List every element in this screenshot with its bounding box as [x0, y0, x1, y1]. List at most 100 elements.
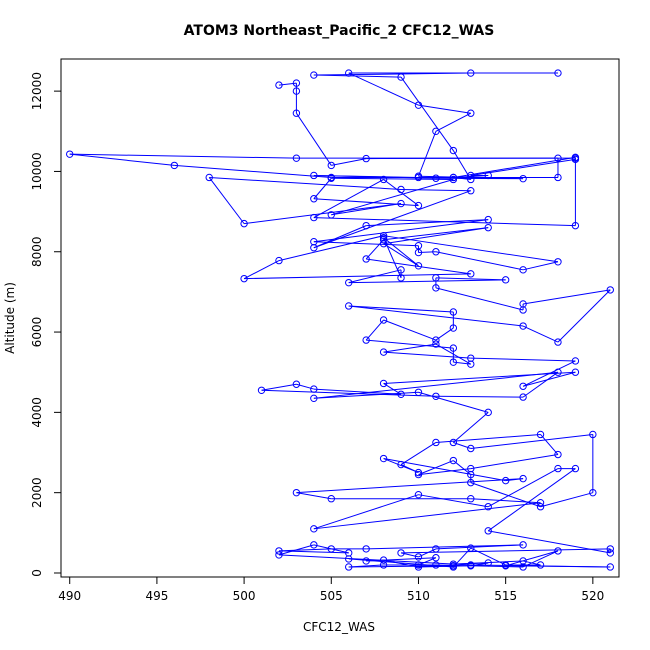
data-point: [501, 476, 510, 485]
data-point: [589, 430, 597, 439]
data-point: [571, 155, 580, 164]
series-segment: [366, 219, 489, 227]
data-point: [519, 541, 527, 549]
data-point: [292, 380, 301, 388]
series-segment: [453, 560, 524, 565]
data-point: [379, 379, 388, 388]
data-point: [432, 274, 440, 282]
data-point: [310, 213, 318, 222]
data-point: [414, 468, 423, 477]
data-point: [536, 561, 545, 569]
data-point: [484, 527, 492, 535]
series-segment: [383, 227, 489, 241]
data-point: [205, 173, 213, 182]
data-point: [449, 456, 458, 465]
series-segment: [348, 305, 454, 313]
data-point: [379, 561, 388, 569]
series-segment: [522, 550, 559, 568]
data-point: [327, 174, 335, 182]
y-tick-label: 2000: [30, 477, 44, 508]
data-point: [275, 256, 283, 265]
data-point: [310, 394, 318, 403]
data-point: [240, 219, 248, 228]
series-segment: [278, 554, 471, 566]
data-point: [519, 474, 527, 483]
series-segment: [435, 433, 541, 443]
series-segment: [313, 502, 541, 530]
series-segment: [523, 289, 611, 305]
data-point: [432, 127, 440, 135]
data-point: [571, 464, 580, 473]
data-point: [292, 87, 301, 95]
data-point: [66, 150, 74, 158]
data-point: [536, 499, 545, 507]
data-point: [345, 302, 353, 310]
data-point: [310, 238, 318, 246]
data-point: [467, 69, 475, 77]
series-segment: [366, 544, 524, 550]
data-point: [414, 201, 423, 210]
series-segment: [244, 203, 402, 225]
x-tick-label: 515: [494, 589, 517, 603]
data-point: [432, 545, 440, 553]
data-point: [397, 274, 405, 282]
series-segment: [383, 351, 471, 359]
data-point: [449, 560, 458, 568]
series-segment: [470, 357, 576, 362]
x-tick-label: 510: [407, 589, 430, 603]
data-point: [432, 561, 440, 569]
series-segment: [470, 482, 541, 508]
series-segment: [313, 225, 367, 249]
series-segment: [453, 411, 489, 443]
series-segment: [418, 104, 471, 114]
data-point: [554, 338, 562, 346]
series-segment: [401, 189, 471, 192]
data-point: [519, 300, 527, 308]
data-point: [257, 386, 266, 394]
data-point: [467, 187, 475, 195]
data-point: [467, 270, 475, 278]
series-segment: [366, 339, 454, 349]
series-segment: [383, 458, 419, 474]
data-point: [362, 221, 370, 230]
series-segment: [383, 237, 419, 267]
series-segment: [487, 468, 576, 532]
data-point: [414, 563, 423, 571]
series-segment: [540, 492, 593, 508]
data-point: [379, 556, 388, 564]
series-segment: [470, 454, 559, 470]
x-tick-label: 490: [58, 589, 81, 603]
data-point: [345, 278, 353, 287]
x-axis: 490 495 500 505 510 515 520: [58, 576, 604, 603]
series-segment: [313, 391, 419, 399]
data-point: [467, 478, 475, 487]
series-segment: [470, 547, 506, 566]
data-point: [240, 274, 248, 283]
data-point: [432, 438, 440, 447]
data-point: [571, 153, 580, 162]
series-segment: [435, 112, 472, 132]
series-layer: [66, 69, 614, 571]
data-point: [379, 235, 388, 244]
data-point: [449, 173, 458, 182]
series-segment: [278, 544, 314, 556]
series-segment: [331, 158, 367, 166]
data-point: [414, 553, 423, 561]
series-segment: [383, 243, 419, 267]
series-segment: [348, 305, 524, 327]
series-segment: [540, 434, 559, 455]
series-segment: [522, 371, 559, 398]
series-segment: [435, 277, 506, 281]
series-segment: [244, 273, 471, 280]
data-point: [484, 408, 492, 417]
data-point: [554, 69, 562, 77]
data-point: [432, 392, 440, 401]
data-point: [397, 460, 405, 469]
data-point: [484, 223, 492, 232]
data-point: [449, 324, 458, 332]
data-point: [414, 490, 423, 499]
data-point: [554, 173, 562, 182]
data-point: [467, 354, 475, 362]
data-point: [414, 470, 423, 479]
data-point: [484, 171, 492, 180]
